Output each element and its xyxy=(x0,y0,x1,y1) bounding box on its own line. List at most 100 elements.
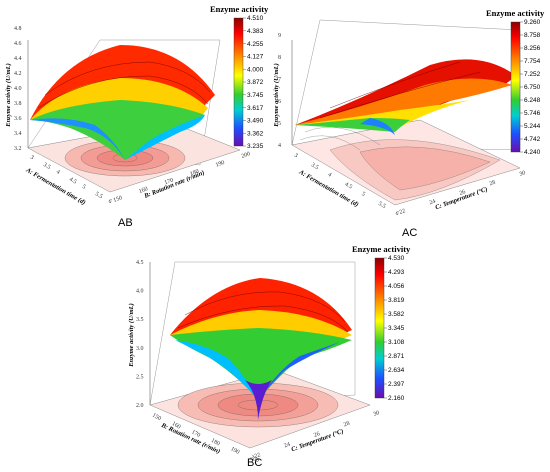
z-tick-ab: 4.6 xyxy=(14,41,22,47)
z-tick-ab: 3.8 xyxy=(14,101,22,107)
y-tick-ac: 30 xyxy=(519,170,527,178)
y-tick-bc: 28 xyxy=(343,421,351,429)
z-tick-ab: 3.4 xyxy=(14,131,22,137)
z-tick-bc: 4.0 xyxy=(136,289,144,295)
x-tick-bc: 180 xyxy=(210,438,221,448)
colorbar-tick-bc: 3.345 xyxy=(388,325,405,332)
z-tick-ac: 7 xyxy=(278,77,281,83)
colorbar-tick-ac: 4.742 xyxy=(524,136,541,143)
panel-ac xyxy=(291,19,521,206)
z-tick-ac: 4 xyxy=(278,143,281,149)
colorbar-tick-ab: 3.745 xyxy=(247,92,264,99)
panel-bc xyxy=(149,257,385,449)
colorbar-tick-ac: 7.252 xyxy=(524,71,541,78)
x-tick-bc: 190 xyxy=(229,446,240,456)
y-tick-ab: 160 xyxy=(138,186,149,195)
colorbar-tick-bc: 4.530 xyxy=(388,255,405,262)
y-tick-bc: 26 xyxy=(313,431,321,439)
z-tick-bc: 3.5 xyxy=(136,317,144,323)
x-tick-ab: 3 xyxy=(29,155,35,162)
colorbar-tick-bc: 3.108 xyxy=(388,339,405,346)
x-tick-bc: 150 xyxy=(151,413,162,423)
colorbar-tick-ac: 4.240 xyxy=(524,149,541,156)
colorbar-tick-ac: 6.750 xyxy=(524,84,541,91)
y-tick-ac: 22 xyxy=(399,208,407,216)
panel-label-bc: BC xyxy=(247,457,262,469)
x-tick-ac: 6 xyxy=(394,211,400,218)
panel-bc-surface xyxy=(170,278,352,420)
x-tick-ac: 5 xyxy=(360,191,366,198)
x-tick-bc: 170 xyxy=(190,429,201,439)
colorbar-tick-ac: 8.758 xyxy=(524,32,541,39)
z-tick-ab: 4.4 xyxy=(14,56,22,62)
z-tick-ab: 3.6 xyxy=(14,116,22,122)
z-tick-ac: 5 xyxy=(278,121,281,127)
x-tick-ab: 6 xyxy=(107,199,113,206)
colorbar-tick-ab: 3.362 xyxy=(247,130,264,137)
colorbar-tick-ac: 6.248 xyxy=(524,97,541,104)
x-tick-ab: 5 xyxy=(81,184,87,191)
panel-ab-colorbar xyxy=(233,17,244,147)
x-tick-ac: 5.5 xyxy=(377,201,386,210)
x-tick-ac: 4.5 xyxy=(344,182,353,191)
panel-ac-floor-contour xyxy=(299,127,501,201)
x-tick-ac: 4 xyxy=(327,172,333,179)
panel-bc-colorbar xyxy=(374,257,385,399)
x-tick-bc: 160 xyxy=(171,421,182,431)
z-tick-bc: 4.5 xyxy=(136,260,144,266)
colorbar-tick-ab: 4.255 xyxy=(247,41,264,48)
x-tick-ab: 5.5 xyxy=(94,191,103,200)
y-tick-ac: 28 xyxy=(489,180,497,188)
colorbar-tick-bc: 2.397 xyxy=(388,381,405,388)
y-tick-ab: 180 xyxy=(189,169,200,178)
colorbar-tick-ac: 8.256 xyxy=(524,45,541,52)
panel-ac-surface xyxy=(295,59,515,135)
colorbar-tick-ac: 7.754 xyxy=(524,58,541,65)
y-tick-bc: 30 xyxy=(373,410,381,418)
y-tick-ac: 26 xyxy=(459,189,467,197)
colorbar-tick-ab: 3.490 xyxy=(247,118,264,125)
z-tick-ab: 4.8 xyxy=(14,26,22,32)
x-tick-ab: 4 xyxy=(55,169,61,176)
colorbar-tick-ac: 5.746 xyxy=(524,110,541,117)
colorbar-tick-bc: 4.056 xyxy=(388,283,405,290)
panel-label-ac: AC xyxy=(402,227,417,239)
y-tick-ac: 24 xyxy=(429,199,437,207)
z-tick-ac: 8 xyxy=(278,55,281,61)
z-axis-label-ac: Enzyme activity (U/mL) xyxy=(273,63,280,128)
z-axis-label-bc: Enzyme activity (U/mL) xyxy=(128,303,135,368)
panel-label-ab: AB xyxy=(118,217,133,229)
panel-ab xyxy=(27,17,244,193)
colorbar-tick-ab: 3.872 xyxy=(247,79,264,86)
colorbar-title-ab: Enzyme activity xyxy=(210,4,269,14)
colorbar-title-bc: Enzyme activity xyxy=(352,244,411,254)
colorbar-tick-bc: 2.634 xyxy=(388,367,405,374)
x-tick-ab: 3.5 xyxy=(42,162,51,171)
z-tick-ac: 9 xyxy=(278,33,281,39)
colorbar-title-ac: Enzyme activity xyxy=(486,8,545,18)
panel-ab-surface xyxy=(30,45,215,160)
z-axis-label-ab: Enzyme activity (U/mL) xyxy=(5,63,12,128)
colorbar-tick-bc: 4.293 xyxy=(388,269,405,276)
colorbar-tick-bc: 3.582 xyxy=(388,311,405,318)
z-tick-bc: 2.0 xyxy=(136,403,144,409)
z-tick-ab: 3.2 xyxy=(14,146,22,152)
colorbar-tick-bc: 2.160 xyxy=(388,395,405,402)
colorbar-tick-ac: 5.244 xyxy=(524,123,541,130)
z-tick-ab: 4.0 xyxy=(14,86,22,92)
x-tick-ac: 3.5 xyxy=(310,162,319,171)
z-tick-ac: 6 xyxy=(278,99,281,105)
z-tick-bc: 3.0 xyxy=(136,346,144,352)
y-tick-ab: 150 xyxy=(113,195,124,204)
colorbar-tick-ab: 4.383 xyxy=(247,28,264,35)
y-tick-ab: 170 xyxy=(164,178,175,187)
z-tick-bc: 2.5 xyxy=(136,374,144,380)
y-tick-ab: 200 xyxy=(241,151,252,160)
colorbar-tick-ab: 4.510 xyxy=(247,15,264,22)
x-tick-ac: 3 xyxy=(293,153,299,160)
panel-ac-colorbar xyxy=(510,21,521,153)
colorbar-tick-ab: 3.235 xyxy=(247,143,264,150)
colorbar-tick-ab: 4.000 xyxy=(247,66,264,73)
y-tick-bc: 24 xyxy=(283,442,291,450)
